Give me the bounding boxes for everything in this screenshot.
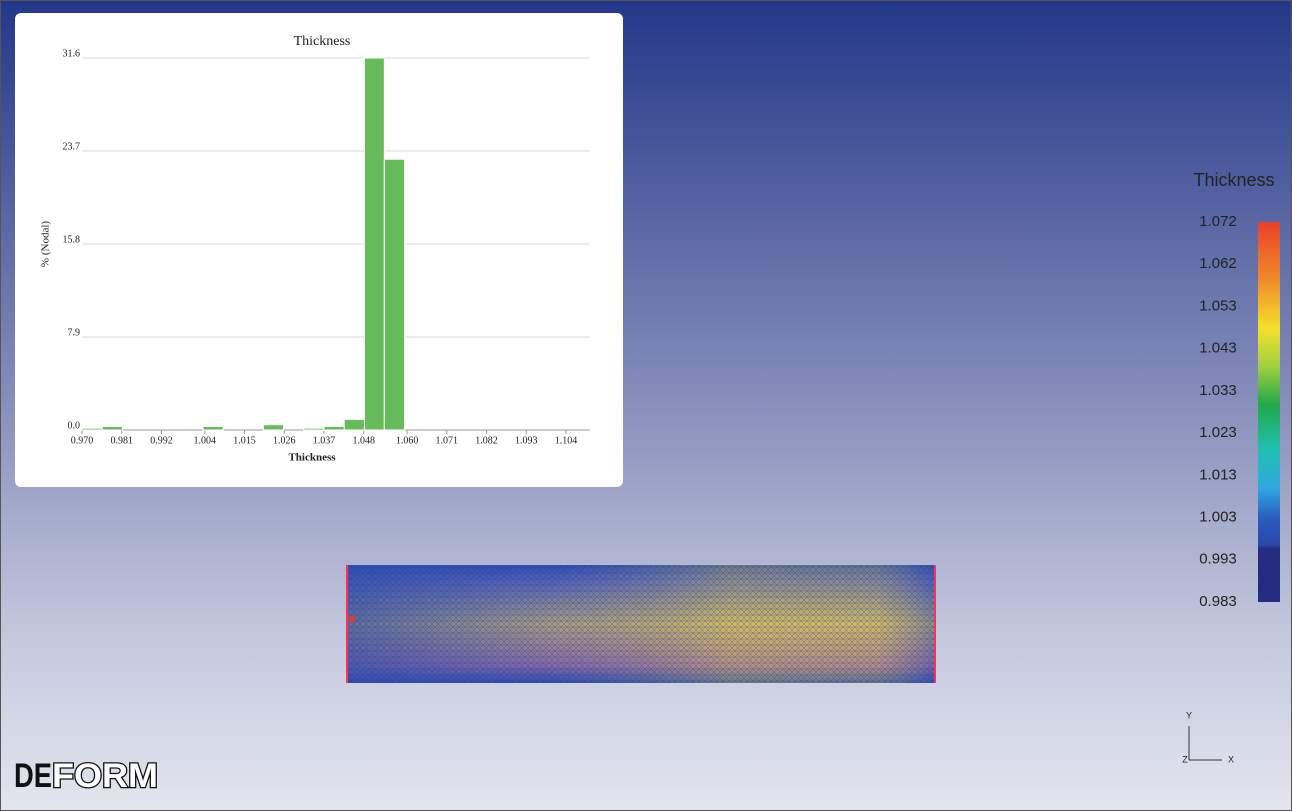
x-tick-label: 1.093 <box>515 435 538 446</box>
x-tick-label: 0.970 <box>71 435 94 446</box>
x-tick-label: 1.082 <box>475 435 498 446</box>
logo-right: FORM <box>52 757 158 795</box>
x-tick-label: 1.104 <box>555 435 578 446</box>
bar <box>82 428 102 430</box>
triad-y: Y <box>1186 710 1192 720</box>
bar <box>364 58 384 430</box>
mesh-lines <box>346 565 936 683</box>
legend-tick-label: 1.033 <box>1199 382 1237 399</box>
x-tick-label: 1.015 <box>233 435 256 446</box>
legend-title: Thickness <box>1193 170 1274 190</box>
y-tick-label: 31.6 <box>63 48 81 59</box>
mesh-point <box>349 616 355 622</box>
color-bar <box>1258 222 1280 602</box>
logo: DE FORM <box>14 757 158 795</box>
legend-tick-label: 1.013 <box>1199 466 1237 483</box>
x-tick-label: 0.981 <box>110 435 133 446</box>
legend-tick-label: 1.053 <box>1199 297 1237 314</box>
x-axis-label: Thickness <box>288 452 336 464</box>
mesh <box>346 565 936 683</box>
y-tick-label: 15.8 <box>63 234 81 245</box>
legend-tick-label: 0.993 <box>1199 551 1237 568</box>
legend-tick-label: 1.003 <box>1199 509 1237 526</box>
viewport: Thickness Thickness % (Nodal) 0.0 7.9 15.8… <box>0 0 1292 811</box>
bar <box>102 426 122 430</box>
legend-tick-label: 1.043 <box>1199 340 1237 357</box>
y-axis-label: % (Nodal) <box>40 221 52 267</box>
y-tick-label: 7.9 <box>68 327 81 338</box>
bar <box>384 159 404 430</box>
x-tick-label: 1.048 <box>352 435 375 446</box>
legend-tick-label: 1.072 <box>1199 213 1237 230</box>
bar <box>344 419 364 430</box>
y-tick-label: 23.7 <box>63 141 81 152</box>
x-tick-label: 1.026 <box>273 435 296 446</box>
histogram-panel <box>15 13 623 487</box>
bar <box>263 425 283 430</box>
triad-z: Z <box>1182 754 1188 764</box>
chart-title: Thickness <box>294 34 351 49</box>
x-tick-label: 1.037 <box>313 435 336 446</box>
bar <box>304 428 324 430</box>
legend-tick-label: 1.062 <box>1199 255 1237 272</box>
legend-tick-label: 0.983 <box>1199 593 1237 610</box>
logo-left: DE <box>14 757 52 795</box>
y-tick-label: 0.0 <box>68 420 81 431</box>
triad-x: X <box>1228 754 1234 764</box>
legend-tick-label: 1.023 <box>1199 424 1237 441</box>
x-tick-label: 0.992 <box>150 435 173 446</box>
bar <box>324 426 344 430</box>
x-tick-label: 1.071 <box>436 435 459 446</box>
bar <box>203 426 223 430</box>
x-tick-label: 1.004 <box>194 435 217 446</box>
x-tick-label: 1.060 <box>396 435 419 446</box>
